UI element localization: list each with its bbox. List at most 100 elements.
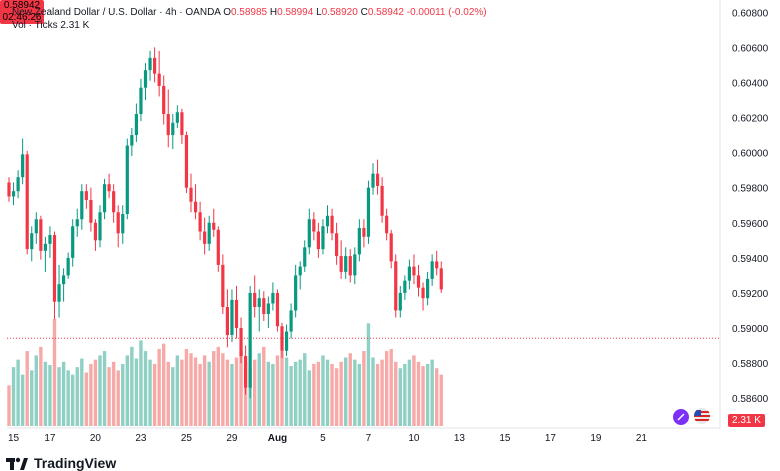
- volume-bar: [394, 361, 398, 426]
- volume-bar: [275, 355, 280, 426]
- volume-bar: [339, 361, 343, 426]
- volume-bar: [80, 358, 84, 426]
- volume-bar: [102, 351, 107, 426]
- time-axis-tick: 29: [226, 433, 238, 444]
- candle-body: [344, 256, 348, 272]
- price-axis-tick: 0.60400: [732, 78, 769, 89]
- volume-bar: [321, 355, 325, 426]
- volume-bar: [380, 359, 384, 426]
- time-axis-tick: 10: [408, 433, 420, 444]
- candle-body: [175, 112, 179, 123]
- volume-bar: [61, 361, 66, 426]
- tradingview-logo-icon: [6, 457, 28, 470]
- volume-bar: [362, 351, 366, 426]
- candle-body: [416, 275, 421, 288]
- candle-body: [271, 292, 275, 304]
- volume-bar: [216, 346, 220, 426]
- candle-body: [403, 280, 407, 293]
- price-axis-tick: 0.59000: [732, 324, 769, 335]
- volume-bar: [143, 351, 148, 426]
- price-axis-tick: 0.60600: [732, 43, 769, 54]
- candle-body: [353, 254, 357, 276]
- candle-body: [289, 310, 293, 332]
- volume-bar: [389, 348, 393, 426]
- candle-body: [294, 275, 298, 311]
- volume-bar: [284, 357, 289, 426]
- candle-body: [125, 145, 129, 214]
- volume-bar: [403, 363, 407, 426]
- volume-label[interactable]: Vol · Ticks: [12, 20, 58, 31]
- candle-body: [439, 268, 443, 290]
- volume-bar: [262, 346, 266, 426]
- chart-legend: New Zealand Dollar / U.S. Dollar · 4h · …: [12, 7, 487, 18]
- volume-bar: [20, 374, 25, 426]
- volume-bar: [280, 351, 284, 426]
- candle-body: [166, 114, 170, 136]
- candle-body: [339, 256, 343, 272]
- time-axis-tick: 15: [8, 433, 20, 444]
- candle-body: [284, 331, 289, 351]
- candle-body: [121, 214, 125, 234]
- candle-body: [157, 73, 161, 86]
- price-change: -0.00011 (-0.02%): [406, 7, 487, 18]
- symbol-title[interactable]: New Zealand Dollar / U.S. Dollar · 4h · …: [12, 7, 221, 18]
- candle-body: [298, 266, 302, 276]
- candle-body: [280, 326, 284, 351]
- volume-bar: [75, 367, 79, 426]
- candle-body: [312, 219, 316, 232]
- candle-body: [171, 122, 175, 136]
- volume-bar: [234, 357, 239, 426]
- volume-bar: [371, 357, 375, 426]
- volume-bar: [289, 366, 293, 426]
- volume-bar: [34, 355, 38, 426]
- time-axis-tick: 21: [636, 433, 648, 444]
- volume-bar: [134, 358, 139, 426]
- candle-body: [7, 182, 11, 197]
- volume-bar: [330, 363, 334, 426]
- time-axis-tick: Aug: [268, 433, 287, 444]
- volume-bar: [334, 368, 339, 426]
- candle-body: [102, 184, 107, 213]
- candle-body: [112, 191, 116, 213]
- candle-body: [107, 184, 111, 192]
- us-flag-icon[interactable]: [694, 408, 710, 424]
- candle-body: [80, 191, 84, 220]
- volume-bar: [344, 357, 348, 426]
- volume-bar: [130, 346, 134, 426]
- volume-bar: [107, 367, 111, 426]
- candle-body: [262, 298, 266, 314]
- volume-bar: [271, 363, 275, 426]
- time-axis-tick: 5: [320, 433, 326, 444]
- volume-bar: [266, 361, 271, 426]
- candle-body: [239, 328, 243, 357]
- candle-body: [98, 212, 102, 241]
- volume-bar: [293, 361, 298, 426]
- volume-bar: [66, 370, 70, 426]
- volume-bar: [316, 361, 321, 426]
- candle-body: [371, 173, 375, 188]
- candle-body: [303, 247, 307, 267]
- candle-body: [407, 266, 411, 281]
- candle-body: [75, 219, 79, 227]
- tradingview-logo[interactable]: TradingView: [6, 455, 116, 471]
- volume-bar: [71, 374, 75, 426]
- candle-body: [389, 233, 393, 262]
- volume-bar: [84, 372, 89, 426]
- candle-body: [248, 292, 252, 388]
- time-axis-tick: 15: [499, 433, 511, 444]
- candle-body: [57, 284, 61, 302]
- candle-body: [16, 177, 20, 192]
- volume-bar: [398, 368, 402, 426]
- volume-bar: [93, 359, 98, 426]
- candle-body: [212, 222, 216, 230]
- candle-body: [316, 231, 320, 250]
- time-axis-tick: 19: [590, 433, 602, 444]
- candle-body: [421, 287, 425, 299]
- candle-body: [162, 85, 166, 115]
- price-axis-tick: 0.59400: [732, 254, 769, 265]
- time-axis-tick: 7: [366, 433, 372, 444]
- volume-bar: [25, 351, 29, 426]
- compare-icon[interactable]: [672, 408, 690, 426]
- candle-body: [234, 299, 239, 329]
